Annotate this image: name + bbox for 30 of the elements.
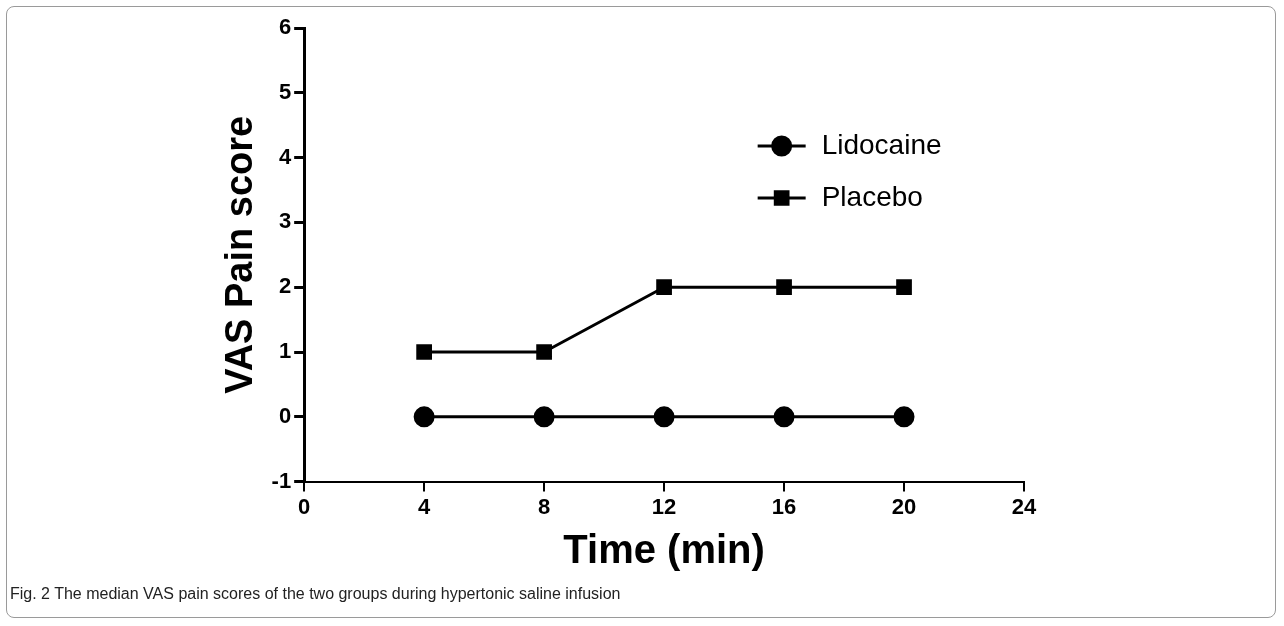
caption: Fig. 2 The median VAS pain scores of the two groups during hypertonic saline infusion <box>10 585 621 603</box>
point <box>893 406 915 428</box>
x-tick-label: 24 <box>1011 493 1037 519</box>
y-axis-title: VAS Pain score <box>218 115 261 394</box>
y-tick-label: 1 <box>278 338 292 364</box>
point <box>773 406 795 428</box>
y-tick-label: 2 <box>278 273 292 299</box>
point <box>413 406 435 428</box>
y-tick-label: 0 <box>278 402 292 428</box>
y-tick-label: -1 <box>271 467 292 493</box>
legend-label: Lidocaine <box>821 128 942 160</box>
point <box>896 279 912 296</box>
y-tick-label: 3 <box>278 208 292 234</box>
x-tick-label: 8 <box>537 493 551 519</box>
y-tick-label: 5 <box>278 78 292 104</box>
legend-label: Placebo <box>821 180 923 212</box>
point <box>416 344 432 360</box>
y-tick-label: 4 <box>278 143 292 169</box>
point <box>656 279 672 296</box>
x-axis-title: Time (min) <box>563 527 765 572</box>
point <box>776 279 792 296</box>
x-tick-label: 16 <box>771 493 797 519</box>
x-tick-label: 0 <box>298 493 311 519</box>
x-tick-label: 4 <box>418 493 432 519</box>
y-tick-label: 6 <box>278 14 292 40</box>
point <box>536 344 552 360</box>
x-tick-label: 20 <box>891 493 917 519</box>
point <box>653 406 675 428</box>
point <box>533 406 555 428</box>
x-tick-label: 12 <box>651 493 677 519</box>
